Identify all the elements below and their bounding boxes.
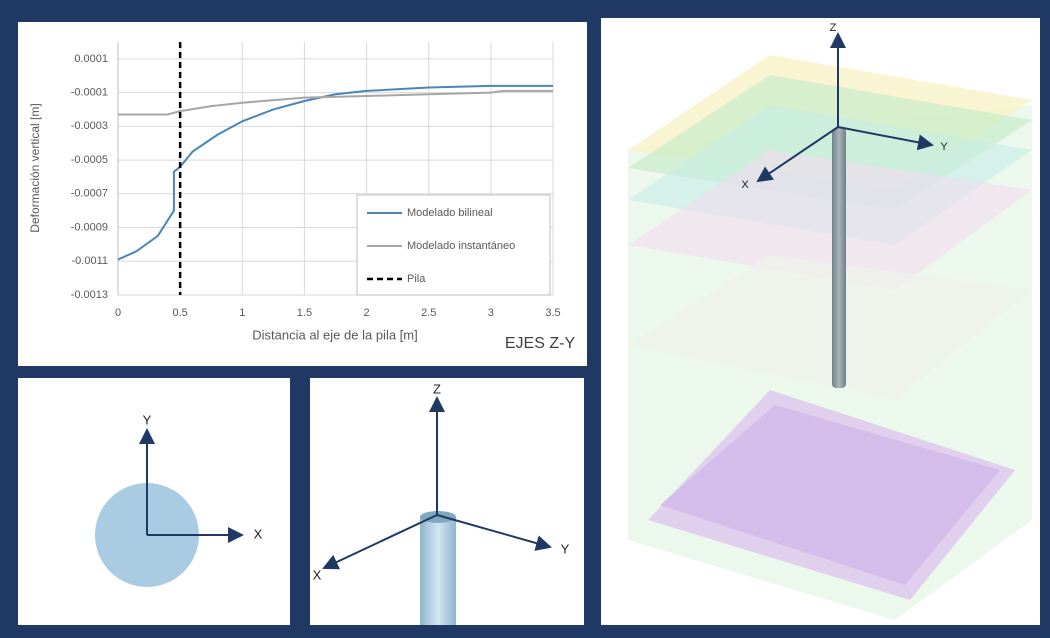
x-tick-label: 1 <box>239 307 245 319</box>
chart: 0.0001 -0.0001 -0.0003 -0.0005 -0.0007 -0.000… <box>28 42 575 352</box>
series-line <box>118 89 553 116</box>
x-tick-label: 0 <box>115 307 121 319</box>
y-tick-label: -0.0001 <box>71 87 108 99</box>
x-tick-label: 3.5 <box>545 307 560 319</box>
axis-label: Y <box>143 412 152 427</box>
axis-label: Z <box>830 22 837 34</box>
layer <box>628 150 1032 290</box>
y-tick-label: 0.0001 <box>74 53 108 65</box>
layer <box>628 255 1032 400</box>
model-3d: Z Y X <box>628 22 1032 620</box>
y-tick-label: -0.0003 <box>71 120 108 132</box>
axis-label: X <box>741 179 749 191</box>
x-axis-label: Distancia al eje de la pila [m] <box>252 327 417 342</box>
series-line <box>117 84 553 261</box>
axis-label: Z <box>433 381 441 396</box>
y-tick-label: -0.0011 <box>72 255 109 267</box>
base-layer <box>660 405 1000 585</box>
x-tick-label: 0.5 <box>172 307 187 319</box>
legend-label: Pila <box>407 273 426 285</box>
pile <box>420 517 456 625</box>
x-tick-label: 1.5 <box>297 307 312 319</box>
y-tick-label: -0.0005 <box>71 154 108 166</box>
y-axis-label: Deformación vertical [m] <box>28 103 42 232</box>
pile-top <box>420 511 456 523</box>
legend-label: Modelado instantáneo <box>407 240 515 252</box>
annotation: EJES Z-Y <box>505 335 576 352</box>
axis-y <box>436 514 552 551</box>
axis-label: X <box>254 526 263 541</box>
y-tick-label: -0.0013 <box>71 289 108 301</box>
axis-x <box>756 126 839 183</box>
axis-y <box>837 126 934 151</box>
top-view: Y X <box>95 412 263 587</box>
axis-x <box>322 514 438 570</box>
legend-label: Modelado bilineal <box>407 207 493 219</box>
axis-label: X <box>313 567 322 582</box>
y-tick-label: -0.0009 <box>71 221 108 233</box>
axis-label: Y <box>940 141 948 153</box>
x-tick-label: 3 <box>488 307 494 319</box>
x-tick-label: 2 <box>364 307 370 319</box>
axis-label: Y <box>561 541 570 556</box>
x-tick-label: 2.5 <box>421 307 436 319</box>
pile <box>832 128 846 388</box>
pile-view: Z Y X <box>313 381 570 625</box>
y-tick-label: -0.0007 <box>71 188 108 200</box>
